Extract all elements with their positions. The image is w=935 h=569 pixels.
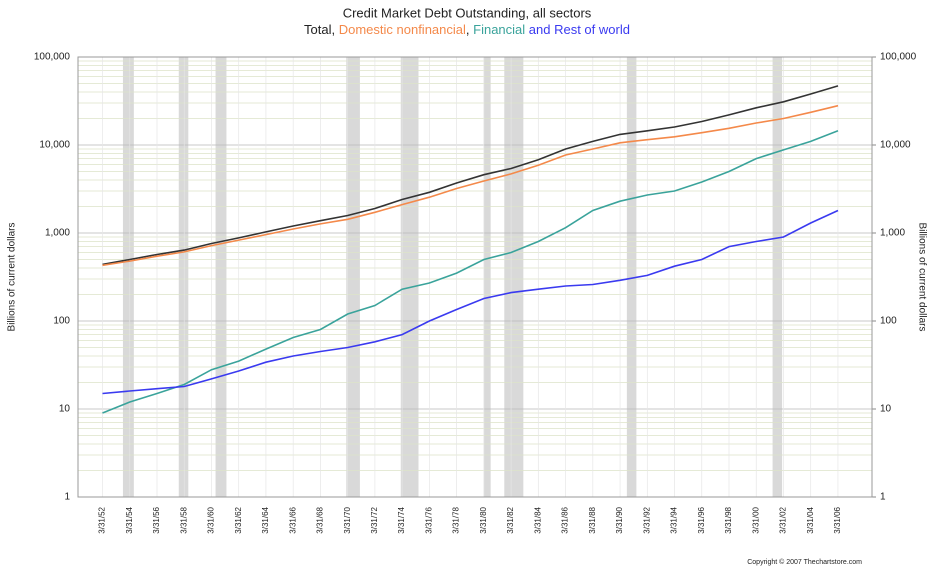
legend-entry: Financial bbox=[473, 22, 525, 37]
y2-tick-label: 10 bbox=[880, 404, 892, 415]
y-tick-label: 10 bbox=[59, 404, 71, 415]
y2-tick-label: 100 bbox=[880, 316, 897, 327]
x-tick-label: 3/31/56 bbox=[152, 506, 161, 533]
y-axis-label: Billions of current dollars bbox=[7, 223, 18, 332]
x-tick-label: 3/31/66 bbox=[288, 506, 297, 533]
y-tick-label: 100,000 bbox=[34, 52, 71, 63]
series-line bbox=[102, 85, 839, 266]
x-tick-label: 3/31/70 bbox=[343, 506, 352, 533]
y2-tick-label: 1 bbox=[880, 492, 886, 503]
x-tick-label: 3/31/82 bbox=[506, 506, 515, 533]
legend-separator: and bbox=[525, 22, 554, 37]
plot-frame bbox=[77, 56, 873, 498]
x-tick-label: 3/31/00 bbox=[751, 506, 760, 533]
x-tick-label: 3/31/74 bbox=[397, 506, 406, 533]
x-tick-label: 3/31/96 bbox=[697, 506, 706, 533]
legend-separator: , bbox=[466, 22, 473, 37]
legend-separator: , bbox=[331, 22, 338, 37]
x-tick-label: 3/31/72 bbox=[370, 506, 379, 533]
x-tick-label: 3/31/02 bbox=[779, 506, 788, 533]
y-tick-label: 1 bbox=[64, 492, 70, 503]
recession-band bbox=[483, 57, 491, 497]
legend-entry: Rest of world bbox=[554, 22, 630, 37]
recession-band bbox=[178, 57, 189, 497]
x-tick-label: 3/31/90 bbox=[615, 506, 624, 533]
x-tick-label: 3/31/92 bbox=[642, 506, 651, 533]
x-tick-label: 3/31/04 bbox=[806, 506, 815, 533]
footnote: Copyright © 2007 Thechartstore.com bbox=[747, 558, 862, 566]
x-tick-label: 3/31/58 bbox=[179, 506, 188, 533]
x-tick-label: 3/31/80 bbox=[479, 506, 488, 533]
recession-band bbox=[504, 57, 524, 497]
recession-band bbox=[215, 57, 227, 497]
recession-band bbox=[122, 57, 134, 497]
y-tick-label: 1,000 bbox=[45, 228, 70, 239]
x-tick-label: 3/31/54 bbox=[125, 506, 134, 533]
recession-band bbox=[626, 57, 637, 497]
x-tick-label: 3/31/06 bbox=[833, 506, 842, 533]
y2-tick-label: 10,000 bbox=[880, 140, 911, 151]
y2-tick-label: 1,000 bbox=[880, 228, 905, 239]
x-tick-label: 3/31/84 bbox=[533, 506, 542, 533]
legend-entry: Domestic nonfinancial bbox=[339, 22, 466, 37]
x-tick-label: 3/31/64 bbox=[261, 506, 270, 533]
legend-entry: Total bbox=[304, 22, 332, 37]
x-tick-label: 3/31/98 bbox=[724, 506, 733, 533]
x-tick-label: 3/31/68 bbox=[316, 506, 325, 533]
series-line bbox=[102, 209, 839, 395]
x-tick-label: 3/31/86 bbox=[561, 506, 570, 533]
x-tick-label: 3/31/78 bbox=[452, 506, 461, 533]
legend: Total, Domestic nonfinancial, Financial … bbox=[304, 22, 630, 37]
x-tick-label: 3/31/52 bbox=[98, 506, 107, 533]
x-tick-label: 3/31/62 bbox=[234, 506, 243, 533]
x-tick-label: 3/31/60 bbox=[207, 506, 216, 533]
x-tick-label: 3/31/94 bbox=[670, 506, 679, 533]
recession-band bbox=[400, 57, 419, 497]
series-line bbox=[102, 104, 839, 267]
series-line bbox=[102, 130, 839, 414]
chart-title: Credit Market Debt Outstanding, all sect… bbox=[343, 5, 592, 20]
y-tick-label: 100 bbox=[53, 316, 70, 327]
recession-band bbox=[772, 57, 783, 497]
x-tick-label: 3/31/76 bbox=[424, 506, 433, 533]
y2-tick-label: 100,000 bbox=[880, 52, 917, 63]
x-tick-label: 3/31/88 bbox=[588, 506, 597, 533]
y2-axis-label: Billions of current dollars bbox=[916, 223, 927, 332]
y-tick-label: 10,000 bbox=[39, 140, 70, 151]
recession-band bbox=[346, 57, 360, 497]
